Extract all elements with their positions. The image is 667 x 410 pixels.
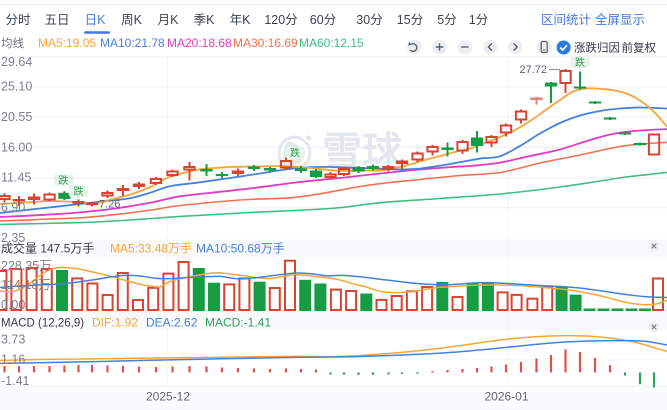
svg-text:114.18万: 114.18万 bbox=[1, 278, 51, 292]
svg-text:3.73: 3.73 bbox=[1, 332, 25, 346]
svg-text:MACD (12,26,9): MACD (12,26,9) bbox=[1, 318, 84, 330]
svg-text:1分: 1分 bbox=[469, 13, 488, 27]
svg-text:-1.41: -1.41 bbox=[1, 374, 30, 388]
svg-text:均线: 均线 bbox=[1, 36, 24, 50]
svg-text:27.72: 27.72 bbox=[519, 64, 547, 76]
svg-text:季K: 季K bbox=[194, 13, 216, 27]
svg-text:跌: 跌 bbox=[575, 56, 585, 69]
svg-text:20.55: 20.55 bbox=[1, 110, 32, 124]
svg-text:前复权: 前复权 bbox=[622, 41, 657, 55]
svg-text:6.90: 6.90 bbox=[1, 201, 25, 215]
svg-text:跌: 跌 bbox=[290, 147, 300, 160]
svg-text:2.35: 2.35 bbox=[1, 231, 25, 245]
svg-text:跌: 跌 bbox=[59, 174, 69, 187]
svg-text:MACD:-1.41: MACD:-1.41 bbox=[205, 316, 271, 330]
svg-text:月K: 月K bbox=[158, 13, 180, 27]
svg-text:120分: 120分 bbox=[264, 13, 297, 27]
svg-text:0.00: 0.00 bbox=[1, 298, 25, 312]
svg-text:涨跌归因: 涨跌归因 bbox=[574, 41, 620, 55]
svg-text:228.35万: 228.35万 bbox=[1, 259, 52, 273]
svg-text:MA60:12.15: MA60:12.15 bbox=[299, 36, 364, 50]
svg-text:MA10:50.68万手: MA10:50.68万手 bbox=[196, 242, 285, 256]
svg-text:16.00: 16.00 bbox=[1, 140, 32, 154]
svg-text:区间统计: 区间统计 bbox=[541, 13, 591, 27]
svg-text:1.16: 1.16 bbox=[1, 352, 25, 366]
svg-text:30分: 30分 bbox=[356, 13, 382, 27]
svg-text:5分: 5分 bbox=[437, 13, 456, 27]
svg-text:年K: 年K bbox=[230, 13, 252, 27]
svg-text:29.64: 29.64 bbox=[1, 55, 32, 69]
svg-text:11.45: 11.45 bbox=[1, 171, 31, 185]
svg-text:2025-12: 2025-12 bbox=[146, 390, 190, 404]
svg-text:25.10: 25.10 bbox=[1, 80, 32, 94]
svg-text:15分: 15分 bbox=[397, 13, 423, 27]
svg-text:MA5:33.48万手: MA5:33.48万手 bbox=[110, 242, 192, 256]
svg-text:60分: 60分 bbox=[310, 13, 336, 27]
svg-text:成交量 147.5万手: 成交量 147.5万手 bbox=[1, 241, 94, 256]
svg-text:五日: 五日 bbox=[44, 13, 69, 27]
svg-text:跌: 跌 bbox=[74, 185, 84, 198]
svg-text:MA10:21.78: MA10:21.78 bbox=[100, 36, 165, 50]
svg-text:分时: 分时 bbox=[5, 13, 31, 27]
svg-text:MA5:19.05: MA5:19.05 bbox=[38, 36, 96, 50]
svg-text:日K: 日K bbox=[85, 13, 107, 27]
svg-text:周K: 周K bbox=[121, 13, 143, 27]
svg-text:DEA:2.62: DEA:2.62 bbox=[146, 316, 198, 330]
svg-text:DIF:1.92: DIF:1.92 bbox=[92, 316, 138, 330]
svg-text:MA20:18.68: MA20:18.68 bbox=[167, 36, 232, 50]
svg-text:7.26: 7.26 bbox=[99, 199, 120, 211]
svg-text:MA30:16.69: MA30:16.69 bbox=[233, 36, 298, 50]
svg-text:全屏显示: 全屏显示 bbox=[595, 12, 645, 27]
svg-text:2026-01: 2026-01 bbox=[484, 390, 528, 404]
